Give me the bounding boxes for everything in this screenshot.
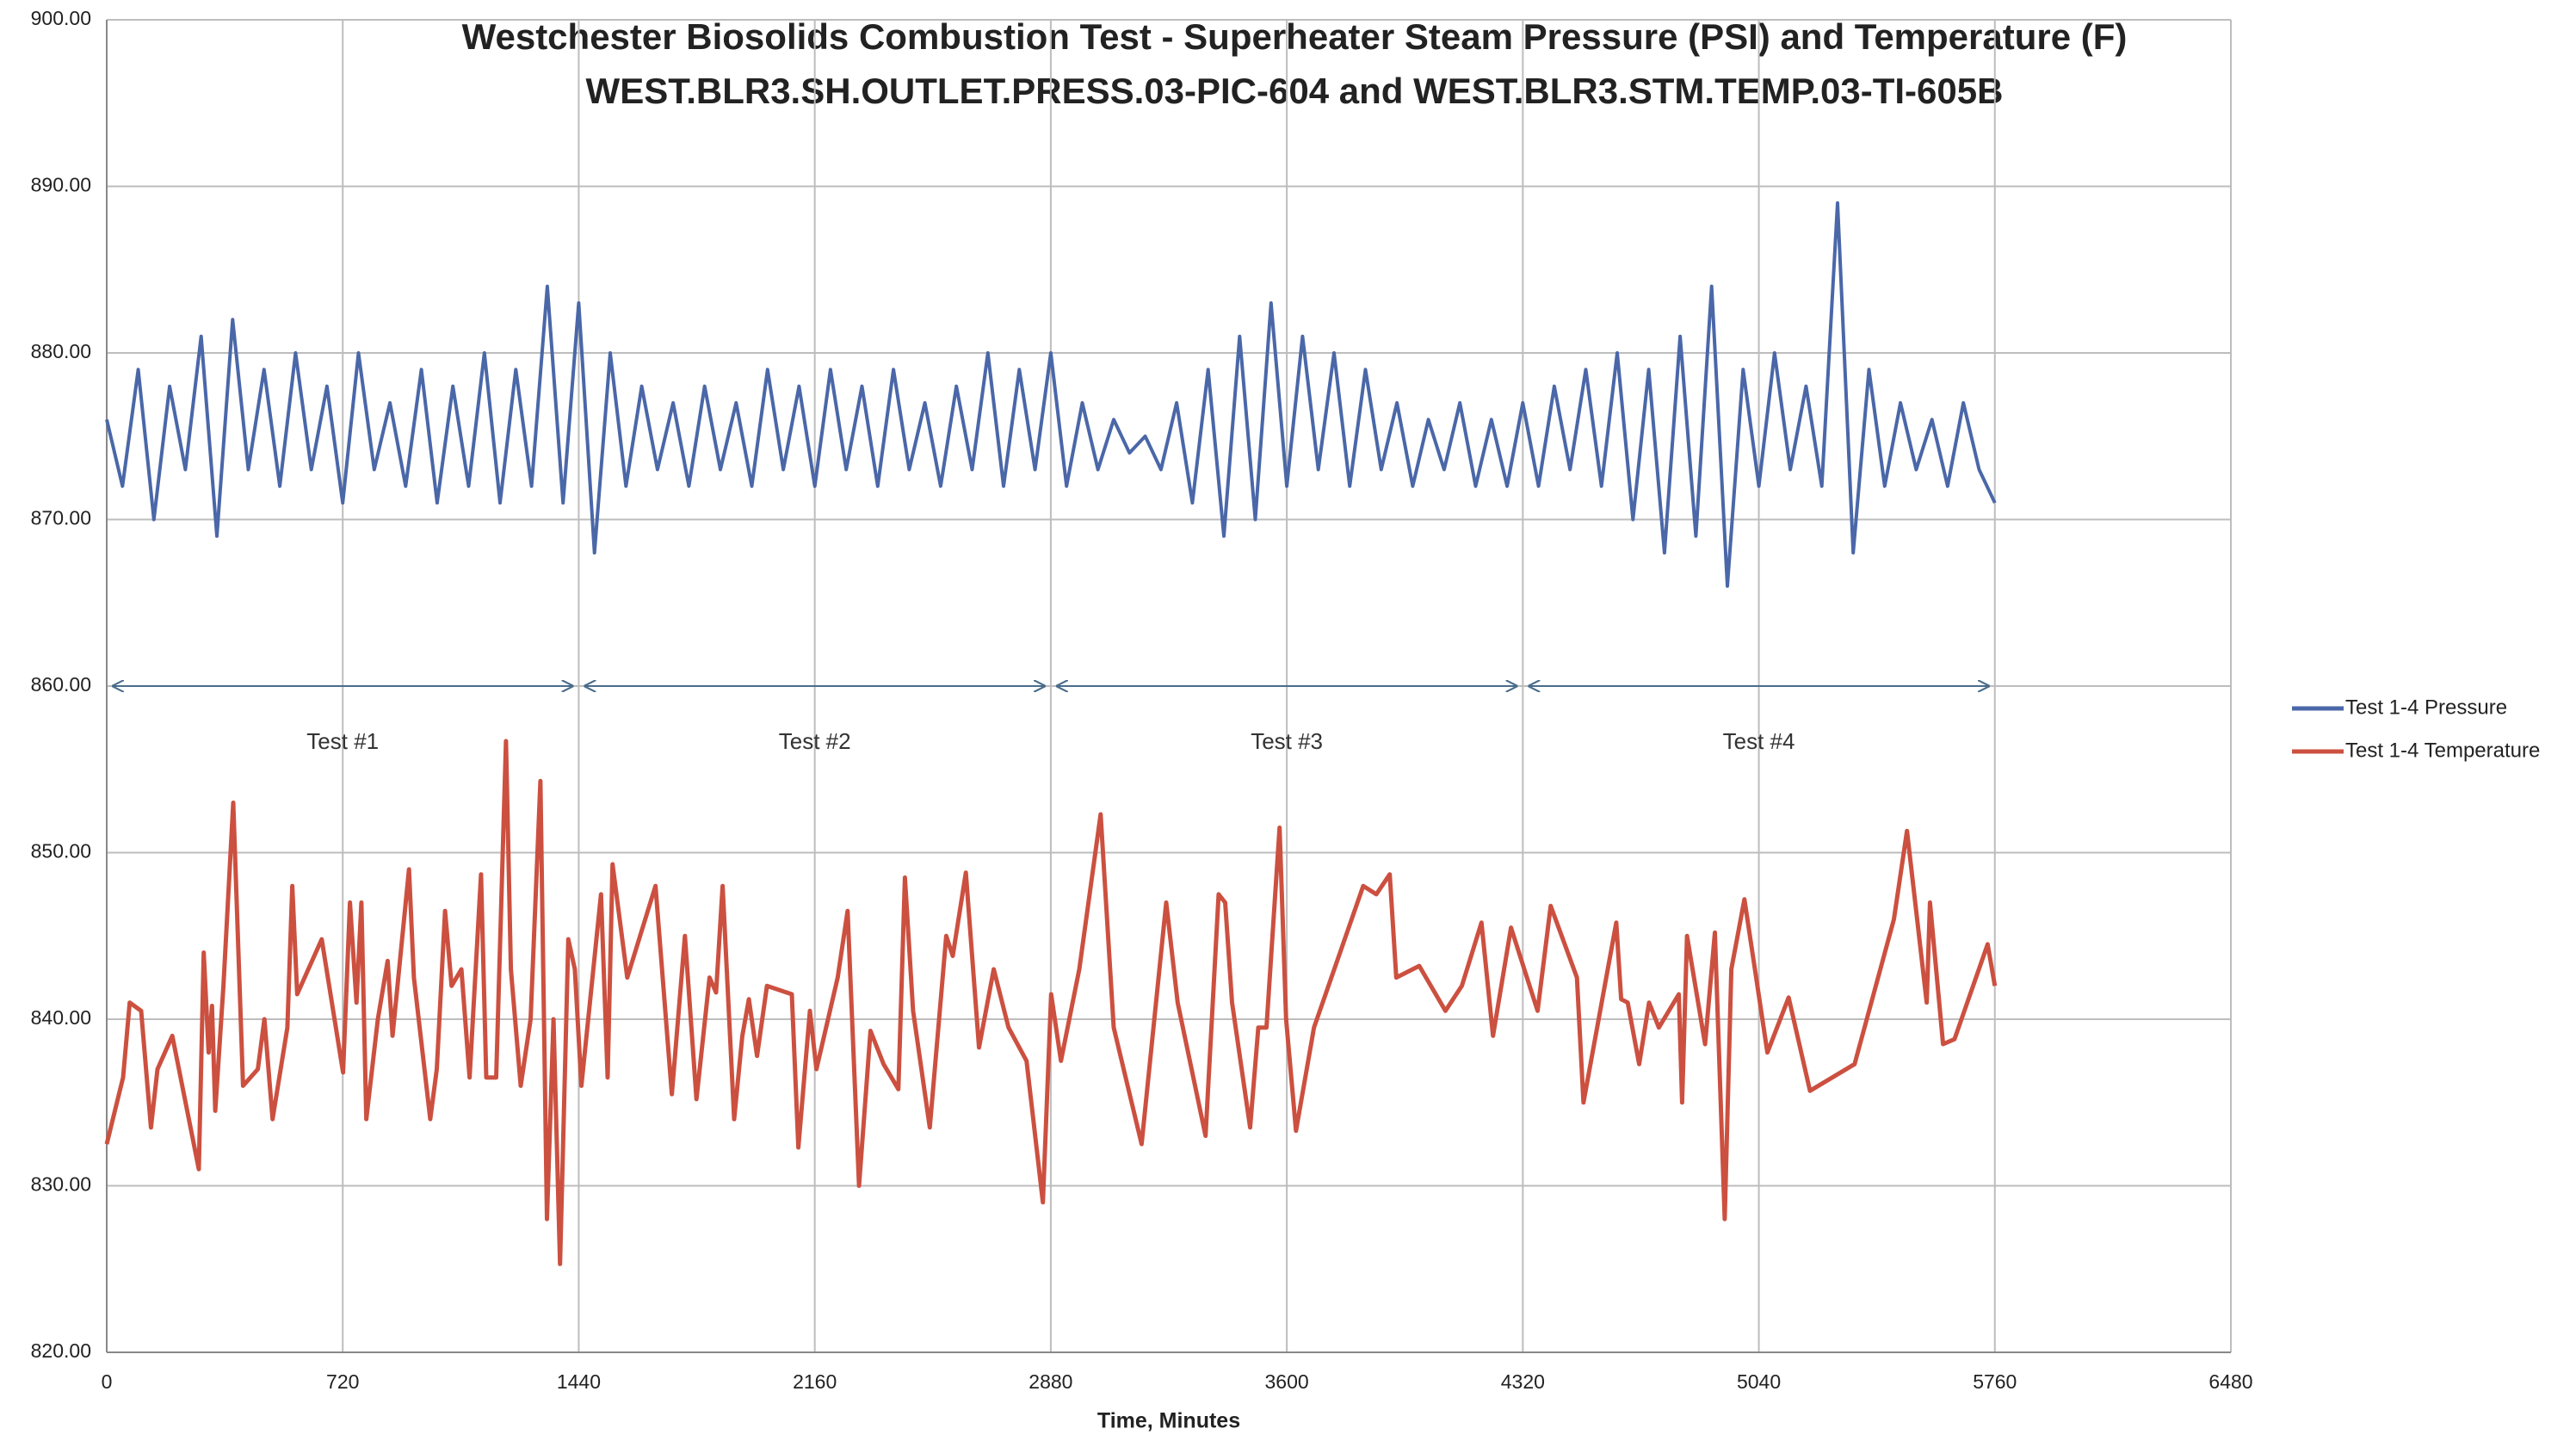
y-tick-label: 880.00 [31, 340, 91, 362]
legend-label: Test 1-4 Temperature [2345, 739, 2540, 762]
x-tick-label: 5040 [1737, 1370, 1781, 1393]
x-tick-label: 3600 [1265, 1370, 1309, 1393]
y-tick-label: 820.00 [31, 1339, 91, 1362]
x-tick-label: 1440 [557, 1370, 601, 1393]
x-tick-label: 2160 [793, 1370, 837, 1393]
y-tick-label: 850.00 [31, 840, 91, 863]
annotation-label: Test #1 [306, 728, 379, 754]
x-axis-label: Time, Minutes [1097, 1409, 1240, 1433]
series-line [105, 201, 1997, 588]
legend-label: Test 1-4 Pressure [2345, 696, 2507, 719]
x-tick-label: 720 [326, 1370, 359, 1393]
y-tick-label: 890.00 [31, 174, 91, 196]
x-tick-label: 5760 [1973, 1370, 2017, 1393]
chart-title: Westchester Biosolids Combustion Test - … [462, 16, 2128, 57]
x-tick-label: 4320 [1501, 1370, 1545, 1393]
x-tick-label: 0 [102, 1370, 113, 1393]
y-tick-label: 830.00 [31, 1173, 91, 1196]
annotation-label: Test #4 [1723, 728, 1795, 754]
series-line [104, 739, 1998, 1266]
annotation-label: Test #3 [1251, 728, 1323, 754]
y-tick-label: 900.00 [31, 7, 91, 29]
y-tick-label: 840.00 [31, 1006, 91, 1029]
x-tick-label: 6480 [2208, 1370, 2252, 1393]
x-tick-label: 2880 [1029, 1370, 1072, 1393]
chart-subtitle: WEST.BLR3.SH.OUTLET.PRESS.03-PIC-604 and… [586, 71, 2004, 111]
y-tick-label: 860.00 [31, 673, 91, 696]
annotation-label: Test #2 [779, 728, 851, 754]
y-tick-label: 870.00 [31, 507, 91, 529]
